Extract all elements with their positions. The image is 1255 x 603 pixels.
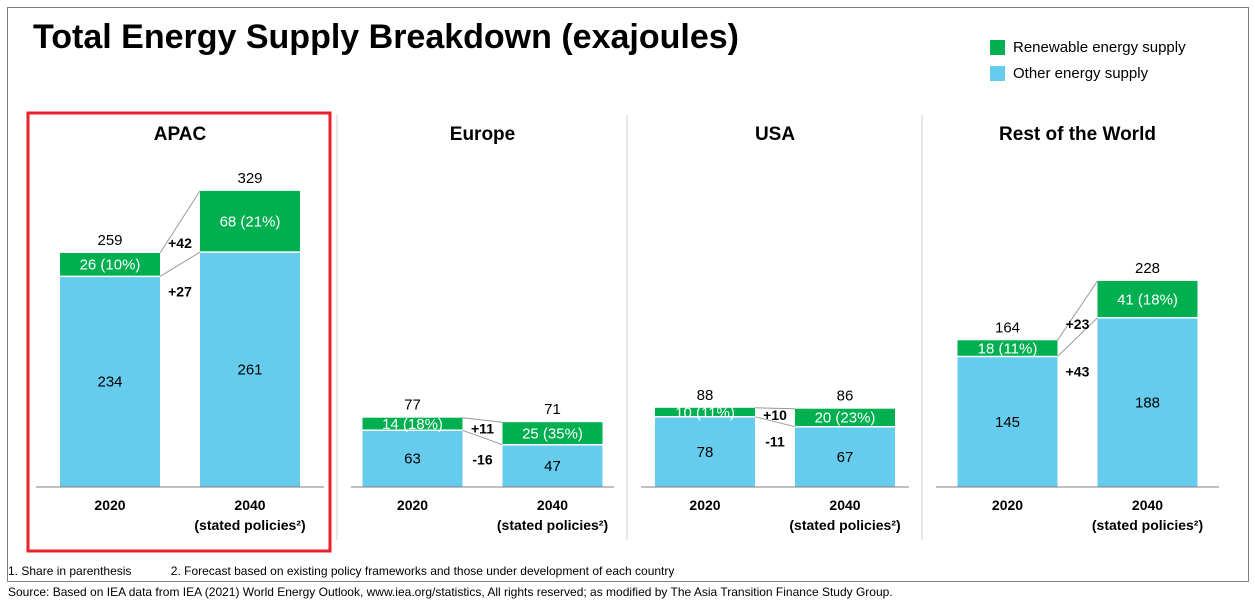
label-renewable-2020: 18 (11%) bbox=[978, 340, 1038, 357]
label-other-2040: 47 bbox=[544, 458, 561, 475]
legend-item-other: Other energy supply bbox=[990, 62, 1186, 84]
label-other-2040: 67 bbox=[837, 449, 854, 466]
legend-label-other: Other energy supply bbox=[1013, 64, 1149, 82]
label-renewable-2020: 10 (11%) bbox=[675, 404, 735, 421]
change-other: -16 bbox=[472, 452, 492, 468]
label-other-2020: 63 bbox=[404, 451, 421, 468]
change-renewable: +10 bbox=[763, 407, 787, 423]
footnote-1: 1. Share in parenthesis bbox=[8, 564, 132, 578]
label-other-2020: 234 bbox=[97, 374, 122, 391]
legend-item-renewable: Renewable energy supply bbox=[990, 36, 1186, 58]
bar-other-2040 bbox=[200, 252, 300, 487]
change-renewable: +42 bbox=[168, 235, 192, 251]
label-other-2040: 188 bbox=[1135, 394, 1160, 411]
change-renewable: +11 bbox=[471, 421, 494, 437]
bar-renewable-2040 bbox=[200, 190, 300, 253]
label-total-2040: 71 bbox=[544, 401, 561, 418]
label-renewable-2040: 68 (21%) bbox=[220, 214, 281, 231]
bar-other-2020 bbox=[60, 276, 160, 487]
label-total-2020: 259 bbox=[97, 232, 122, 249]
label-renewable-2020: 14 (18%) bbox=[382, 416, 443, 433]
highlight-box bbox=[26, 111, 332, 553]
category-label-2040: 2040 bbox=[829, 497, 860, 513]
category-sublabel: (stated policies²) bbox=[1092, 517, 1203, 533]
label-renewable-2040: 20 (23%) bbox=[815, 410, 876, 427]
category-label-2040: 2040 bbox=[537, 497, 568, 513]
label-total-2040: 86 bbox=[837, 388, 854, 405]
category-sublabel: (stated policies²) bbox=[789, 517, 900, 533]
bar-renewable-2020 bbox=[957, 340, 1058, 357]
bar-other-2040 bbox=[795, 426, 895, 487]
connector-mid bbox=[462, 429, 503, 446]
label-total-2040: 329 bbox=[237, 170, 262, 187]
label-renewable-2040: 41 (18%) bbox=[1117, 291, 1178, 308]
bar-other-2020 bbox=[957, 356, 1058, 487]
connector-mid bbox=[159, 251, 201, 277]
panel-title: USA bbox=[755, 124, 795, 145]
bar-renewable-2040 bbox=[1097, 280, 1198, 318]
category-label-2020: 2020 bbox=[992, 497, 1023, 513]
label-other-2020: 145 bbox=[995, 414, 1020, 431]
change-other: -11 bbox=[765, 434, 785, 450]
legend-swatch-other bbox=[990, 65, 1005, 81]
label-renewable-2020: 26 (10%) bbox=[80, 257, 141, 274]
connector-mid bbox=[754, 416, 796, 428]
panel-title: Rest of the World bbox=[999, 124, 1156, 145]
category-label-2020: 2020 bbox=[689, 497, 720, 513]
label-total-2020: 88 bbox=[697, 387, 714, 404]
category-sublabel: (stated policies²) bbox=[194, 517, 305, 533]
bar-renewable-2020 bbox=[655, 407, 755, 417]
change-other: +43 bbox=[1066, 364, 1090, 380]
label-total-2020: 164 bbox=[995, 319, 1020, 336]
category-label-2020: 2020 bbox=[397, 497, 428, 513]
bar-other-2020 bbox=[362, 430, 463, 487]
connector-top bbox=[1057, 280, 1098, 341]
bar-other-2040 bbox=[502, 444, 603, 487]
panel-title: Europe bbox=[450, 124, 515, 145]
label-other-2040: 261 bbox=[237, 362, 262, 379]
change-renewable: +23 bbox=[1066, 316, 1090, 332]
connector-top bbox=[462, 417, 503, 423]
connector-top bbox=[754, 407, 796, 410]
bar-renewable-2040 bbox=[502, 422, 603, 445]
bar-renewable-2020 bbox=[362, 417, 463, 431]
connector-mid bbox=[1057, 317, 1098, 357]
footnote-2: 2. Forecast based on existing policy fra… bbox=[170, 564, 675, 578]
bar-renewable-2040 bbox=[795, 408, 895, 427]
footnotes: 1. Share in parenthesis 2. Forecast base… bbox=[8, 564, 674, 578]
panel-title: APAC bbox=[154, 124, 207, 145]
chart-frame bbox=[7, 7, 1249, 582]
bar-renewable-2020 bbox=[60, 253, 160, 277]
chart-title: Total Energy Supply Breakdown (exajoules… bbox=[33, 18, 739, 56]
source-note: Source: Based on IEA data from IEA (2021… bbox=[8, 585, 893, 599]
connector-top bbox=[159, 190, 201, 254]
label-renewable-2040: 25 (35%) bbox=[522, 425, 583, 442]
legend: Renewable energy supply Other energy sup… bbox=[990, 36, 1186, 88]
bar-other-2020 bbox=[655, 416, 755, 487]
legend-label-renewable: Renewable energy supply bbox=[1013, 38, 1186, 56]
category-label-2020: 2020 bbox=[94, 497, 125, 513]
bar-other-2040 bbox=[1097, 317, 1198, 487]
category-label-2040: 2040 bbox=[1132, 497, 1163, 513]
legend-swatch-renewable bbox=[990, 39, 1005, 55]
label-total-2020: 77 bbox=[404, 397, 421, 414]
change-other: +27 bbox=[168, 283, 192, 299]
label-other-2020: 78 bbox=[697, 444, 714, 461]
category-label-2040: 2040 bbox=[234, 497, 265, 513]
label-total-2040: 228 bbox=[1135, 260, 1160, 277]
category-sublabel: (stated policies²) bbox=[497, 517, 608, 533]
